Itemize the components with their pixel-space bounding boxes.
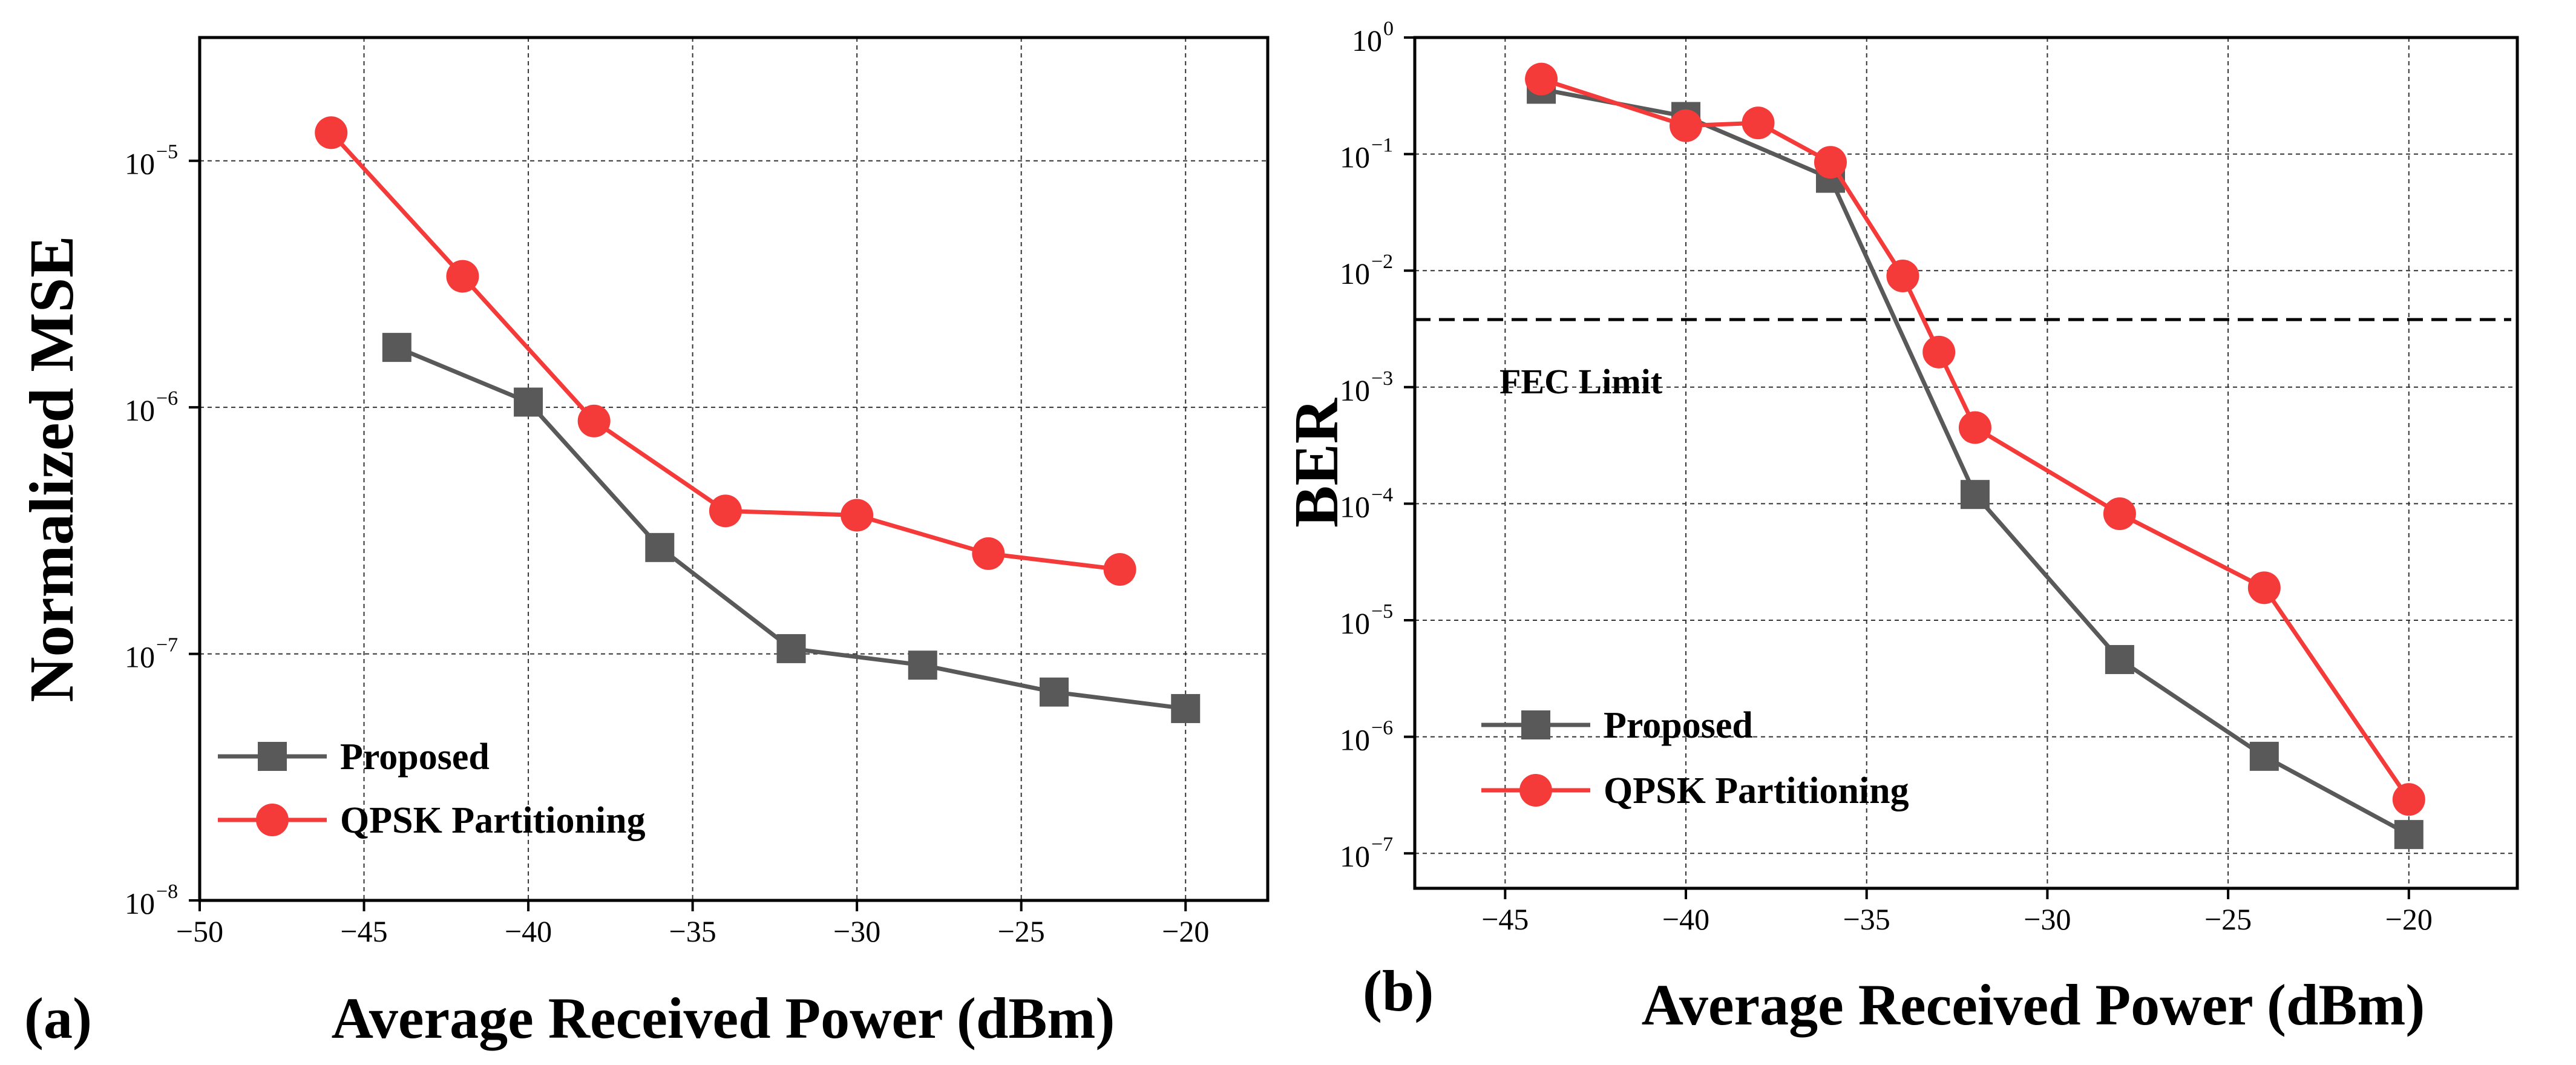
data-point-qpsk — [1922, 335, 1956, 369]
data-point-qpsk — [577, 404, 611, 437]
legend-label-proposed: Proposed — [340, 736, 490, 778]
x-tick-label: −40 — [505, 914, 552, 948]
data-point-proposed — [382, 333, 411, 362]
y-tick-label: 10 — [125, 640, 155, 674]
legend-marker-qpsk — [1519, 774, 1552, 807]
y-tick-exponent: −2 — [1371, 251, 1393, 273]
data-point-proposed — [2249, 741, 2279, 771]
legend-label-proposed: Proposed — [1604, 705, 1753, 746]
data-point-proposed — [1960, 480, 1990, 510]
fec-limit-label: FEC Limit — [1499, 362, 1663, 401]
panel-label: (b) — [1363, 958, 1434, 1023]
data-point-qpsk — [1742, 106, 1775, 140]
x-tick-label: −30 — [833, 914, 880, 948]
y-tick-label: 10 — [1340, 839, 1370, 873]
y-tick-exponent: −3 — [1371, 367, 1393, 390]
data-point-qpsk — [1525, 62, 1558, 96]
x-tick-label: −25 — [998, 914, 1045, 948]
y-tick-exponent: −5 — [156, 141, 178, 163]
data-point-qpsk — [446, 260, 479, 293]
x-tick-label: −35 — [1843, 902, 1890, 936]
data-point-qpsk — [1670, 109, 1703, 142]
y-tick-exponent: −6 — [156, 387, 178, 410]
chart-panel-b: −45 −40 −35 −30 −25 −2010−710−610−510−410−310… — [1282, 18, 2519, 1037]
data-point-qpsk — [2247, 571, 2281, 605]
y-tick-exponent: −8 — [156, 880, 178, 903]
y-tick-label: 10 — [125, 147, 155, 181]
y-tick-exponent: 0 — [1383, 18, 1394, 40]
data-point-qpsk — [1958, 411, 1991, 444]
x-tick-label: −30 — [2024, 902, 2071, 936]
legend-marker-proposed — [258, 742, 287, 771]
y-tick-label: 10 — [1340, 257, 1370, 290]
y-tick-exponent: −6 — [1371, 717, 1393, 739]
y-tick-label: 10 — [1340, 140, 1370, 174]
x-tick-label: −20 — [2385, 902, 2433, 936]
y-tick-label: 10 — [1340, 490, 1370, 523]
y-tick-exponent: −7 — [156, 634, 178, 657]
data-point-qpsk — [709, 494, 742, 528]
data-point-proposed — [2105, 644, 2134, 674]
x-tick-label: −45 — [1481, 902, 1529, 936]
y-axis-label: BER — [1282, 397, 1351, 528]
series-line-qpsk — [1541, 77, 2411, 801]
data-point-qpsk — [1886, 260, 1919, 293]
data-point-proposed — [1171, 693, 1201, 723]
y-tick-label: 10 — [1352, 24, 1382, 57]
data-point-qpsk — [315, 116, 348, 149]
data-point-qpsk — [841, 499, 874, 532]
x-tick-label: −45 — [340, 914, 387, 948]
y-tick-label: 10 — [125, 886, 155, 920]
data-point-qpsk — [2392, 783, 2425, 816]
y-tick-exponent: −4 — [1371, 483, 1393, 506]
y-axis-label: Normalized MSE — [17, 235, 87, 702]
legend-marker-qpsk — [256, 804, 289, 836]
y-tick-label: 10 — [1340, 606, 1370, 640]
x-tick-label: −35 — [669, 914, 716, 948]
data-point-qpsk — [1814, 146, 1847, 179]
data-point-qpsk — [1103, 553, 1136, 586]
y-tick-exponent: −1 — [1371, 134, 1393, 157]
x-tick-label: −40 — [1662, 902, 1709, 936]
y-tick-label: 10 — [125, 393, 155, 427]
data-point-proposed — [2394, 820, 2424, 850]
data-point-qpsk — [972, 537, 1005, 570]
data-point-proposed — [514, 387, 543, 417]
y-tick-label: 10 — [1340, 373, 1370, 407]
y-tick-label: 10 — [1340, 723, 1370, 757]
data-point-proposed — [908, 650, 937, 680]
x-tick-label: −20 — [1162, 914, 1209, 948]
legend-label-qpsk: QPSK Partitioning — [1604, 770, 1909, 811]
legend-marker-proposed — [1521, 710, 1550, 739]
plot-frame — [1413, 36, 2519, 890]
x-tick-label: −50 — [176, 914, 223, 948]
data-point-proposed — [1040, 677, 1069, 707]
x-axis-label: Average Received Power (dBm) — [1642, 972, 2425, 1037]
x-axis-label: Average Received Power (dBm) — [332, 986, 1115, 1050]
y-tick-exponent: −7 — [1371, 833, 1393, 856]
legend-label-qpsk: QPSK Partitioning — [340, 800, 646, 841]
plot-frame — [198, 36, 1270, 902]
y-tick-exponent: −5 — [1371, 600, 1393, 623]
data-point-proposed — [776, 634, 806, 663]
panel-label: (a) — [24, 986, 92, 1050]
data-point-proposed — [645, 532, 675, 562]
data-point-qpsk — [2103, 497, 2136, 531]
x-tick-label: −25 — [2204, 902, 2252, 936]
